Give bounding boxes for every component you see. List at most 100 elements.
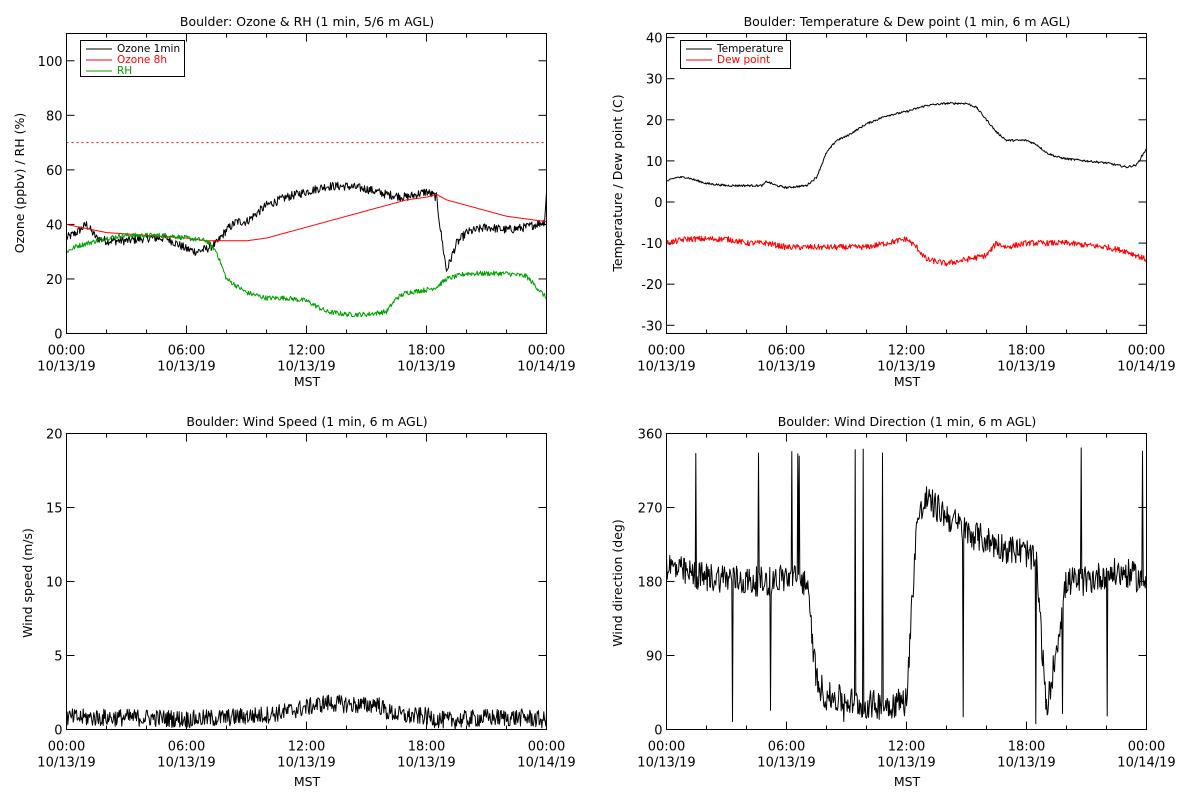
x-tick-label-date: 10/13/19 [877,360,935,375]
ozone-rh-title: Boulder: Ozone & RH (1 min, 5/6 m AGL) [180,14,434,29]
temperature-dewpoint-xlabel: MST [894,374,921,389]
wind-speed-xlabel: MST [294,774,321,789]
y-tick-label: 360 [638,428,663,443]
x-tick-label-date: 10/13/19 [397,756,455,771]
wind-speed-plot-frame [66,433,547,730]
series-line-temperature [666,101,1147,189]
y-tick-label: 0 [54,328,62,343]
y-tick-label: 5 [54,650,62,665]
wind-direction-plot-frame [666,433,1147,730]
ozone-rh-data [66,142,547,318]
y-tick-label: 10 [646,155,663,170]
series-line-ozone-1min [66,181,547,272]
x-tick-label-date: 10/14/19 [517,360,575,375]
wind-speed-panel: Boulder: Wind Speed (1 min, 6 m AGL) Win… [20,414,576,789]
temperature-dewpoint-ticks: -30-20-1001020304000:0010/13/1906:0010/1… [637,32,1175,375]
x-tick-label-time: 00:00 [48,740,85,755]
legend-label-ozone-1min: Ozone 1min [117,43,180,55]
x-tick-label-date: 10/14/19 [1117,756,1175,771]
x-tick-label-date: 10/13/19 [277,756,335,771]
y-tick-label: 20 [46,428,63,443]
wind-speed-title: Boulder: Wind Speed (1 min, 6 m AGL) [186,414,427,429]
y-tick-label: 0 [654,724,662,739]
x-tick-label-date: 10/13/19 [637,360,695,375]
wind-speed-ylabel: Wind speed (m/s) [20,528,35,638]
ozone-rh-xlabel: MST [294,374,321,389]
y-tick-label: 10 [46,576,63,591]
series-line-wind-direction [666,447,1147,725]
x-tick-label-time: 18:00 [408,344,445,359]
x-tick-label-date: 10/13/19 [157,756,215,771]
legend-box [680,40,791,69]
wind-direction-xlabel: MST [894,774,921,789]
x-tick-label-time: 18:00 [408,740,445,755]
wind-direction-ylabel: Wind direction (deg) [610,519,625,646]
x-tick-label-time: 00:00 [48,344,85,359]
x-tick-label-time: 12:00 [888,344,925,359]
x-tick-label-date: 10/13/19 [997,360,1055,375]
y-tick-label: 15 [46,502,63,517]
y-tick-label: -20 [641,278,662,293]
x-tick-label-date: 10/14/19 [517,756,575,771]
x-tick-label-time: 12:00 [288,740,325,755]
x-tick-label-time: 00:00 [528,740,565,755]
x-tick-label-time: 18:00 [1008,740,1045,755]
y-tick-label: 0 [54,724,62,739]
x-tick-label-time: 12:00 [888,740,925,755]
x-tick-label-date: 10/13/19 [637,756,695,771]
series-line-ozone-8h [66,193,547,242]
temperature-dewpoint-panel: Boulder: Temperature & Dew point (1 min,… [610,14,1176,389]
x-tick-label-date: 10/13/19 [157,360,215,375]
legend-label-dew-point: Dew point [717,54,770,66]
y-tick-label: 80 [46,109,63,124]
legend-label-ozone-8h: Ozone 8h [117,54,167,66]
temperature-dewpoint-title: Boulder: Temperature & Dew point (1 min,… [744,14,1071,29]
wind-speed-ticks: 0510152000:0010/13/1906:0010/13/1912:001… [37,428,575,771]
legend-label-rh: RH [117,65,132,77]
x-tick-label-time: 06:00 [768,740,805,755]
x-tick-label-time: 00:00 [648,344,685,359]
x-tick-label-time: 12:00 [288,344,325,359]
x-tick-label-date: 10/13/19 [997,756,1055,771]
x-tick-label-date: 10/13/19 [397,360,455,375]
series-line-wind-speed [66,694,547,730]
x-tick-label-time: 00:00 [1128,344,1165,359]
legend-label-temperature: Temperature [716,43,784,55]
y-tick-label: -10 [641,237,662,252]
y-tick-label: 270 [638,502,663,517]
temperature-dewpoint-legend: Temperature Dew point [680,40,791,69]
x-tick-label-time: 00:00 [648,740,685,755]
temperature-dewpoint-ylabel: Temperature / Dew point (C) [610,94,625,272]
x-tick-label-date: 10/14/19 [1117,360,1175,375]
wind-speed-data [66,694,547,730]
y-tick-label: 0 [654,196,662,211]
ozone-rh-panel: Boulder: Ozone & RH (1 min, 5/6 m AGL) O… [12,14,576,389]
y-tick-label: 20 [646,114,663,129]
y-tick-label: -30 [641,319,662,334]
y-tick-label: 100 [38,55,63,70]
y-tick-label: 60 [46,164,63,179]
x-tick-label-date: 10/13/19 [37,360,95,375]
x-tick-label-date: 10/13/19 [877,756,935,771]
series-line-dew-point [666,235,1147,267]
x-tick-label-date: 10/13/19 [757,360,815,375]
x-tick-label-time: 06:00 [168,344,205,359]
wind-direction-panel: Boulder: Wind Direction (1 min, 6 m AGL)… [610,414,1176,789]
y-tick-label: 90 [646,650,663,665]
series-line-rh [66,232,547,318]
x-tick-label-time: 00:00 [1128,740,1165,755]
wind-direction-data [666,447,1147,725]
ozone-rh-ylabel: Ozone (ppbv) / RH (%) [12,113,27,253]
temperature-dewpoint-plot-frame [666,33,1147,334]
y-tick-label: 30 [646,73,663,88]
wind-direction-title: Boulder: Wind Direction (1 min, 6 m AGL) [778,414,1036,429]
x-tick-label-time: 06:00 [768,344,805,359]
wind-direction-ticks: 09018027036000:0010/13/1906:0010/13/1912… [637,428,1175,771]
y-tick-label: 180 [638,576,663,591]
y-tick-label: 40 [646,32,663,47]
x-tick-label-date: 10/13/19 [277,360,335,375]
x-tick-label-time: 18:00 [1008,344,1045,359]
ozone-rh-plot-frame [66,33,547,334]
ozone-rh-ticks: 02040608010000:0010/13/1906:0010/13/1912… [37,33,576,375]
